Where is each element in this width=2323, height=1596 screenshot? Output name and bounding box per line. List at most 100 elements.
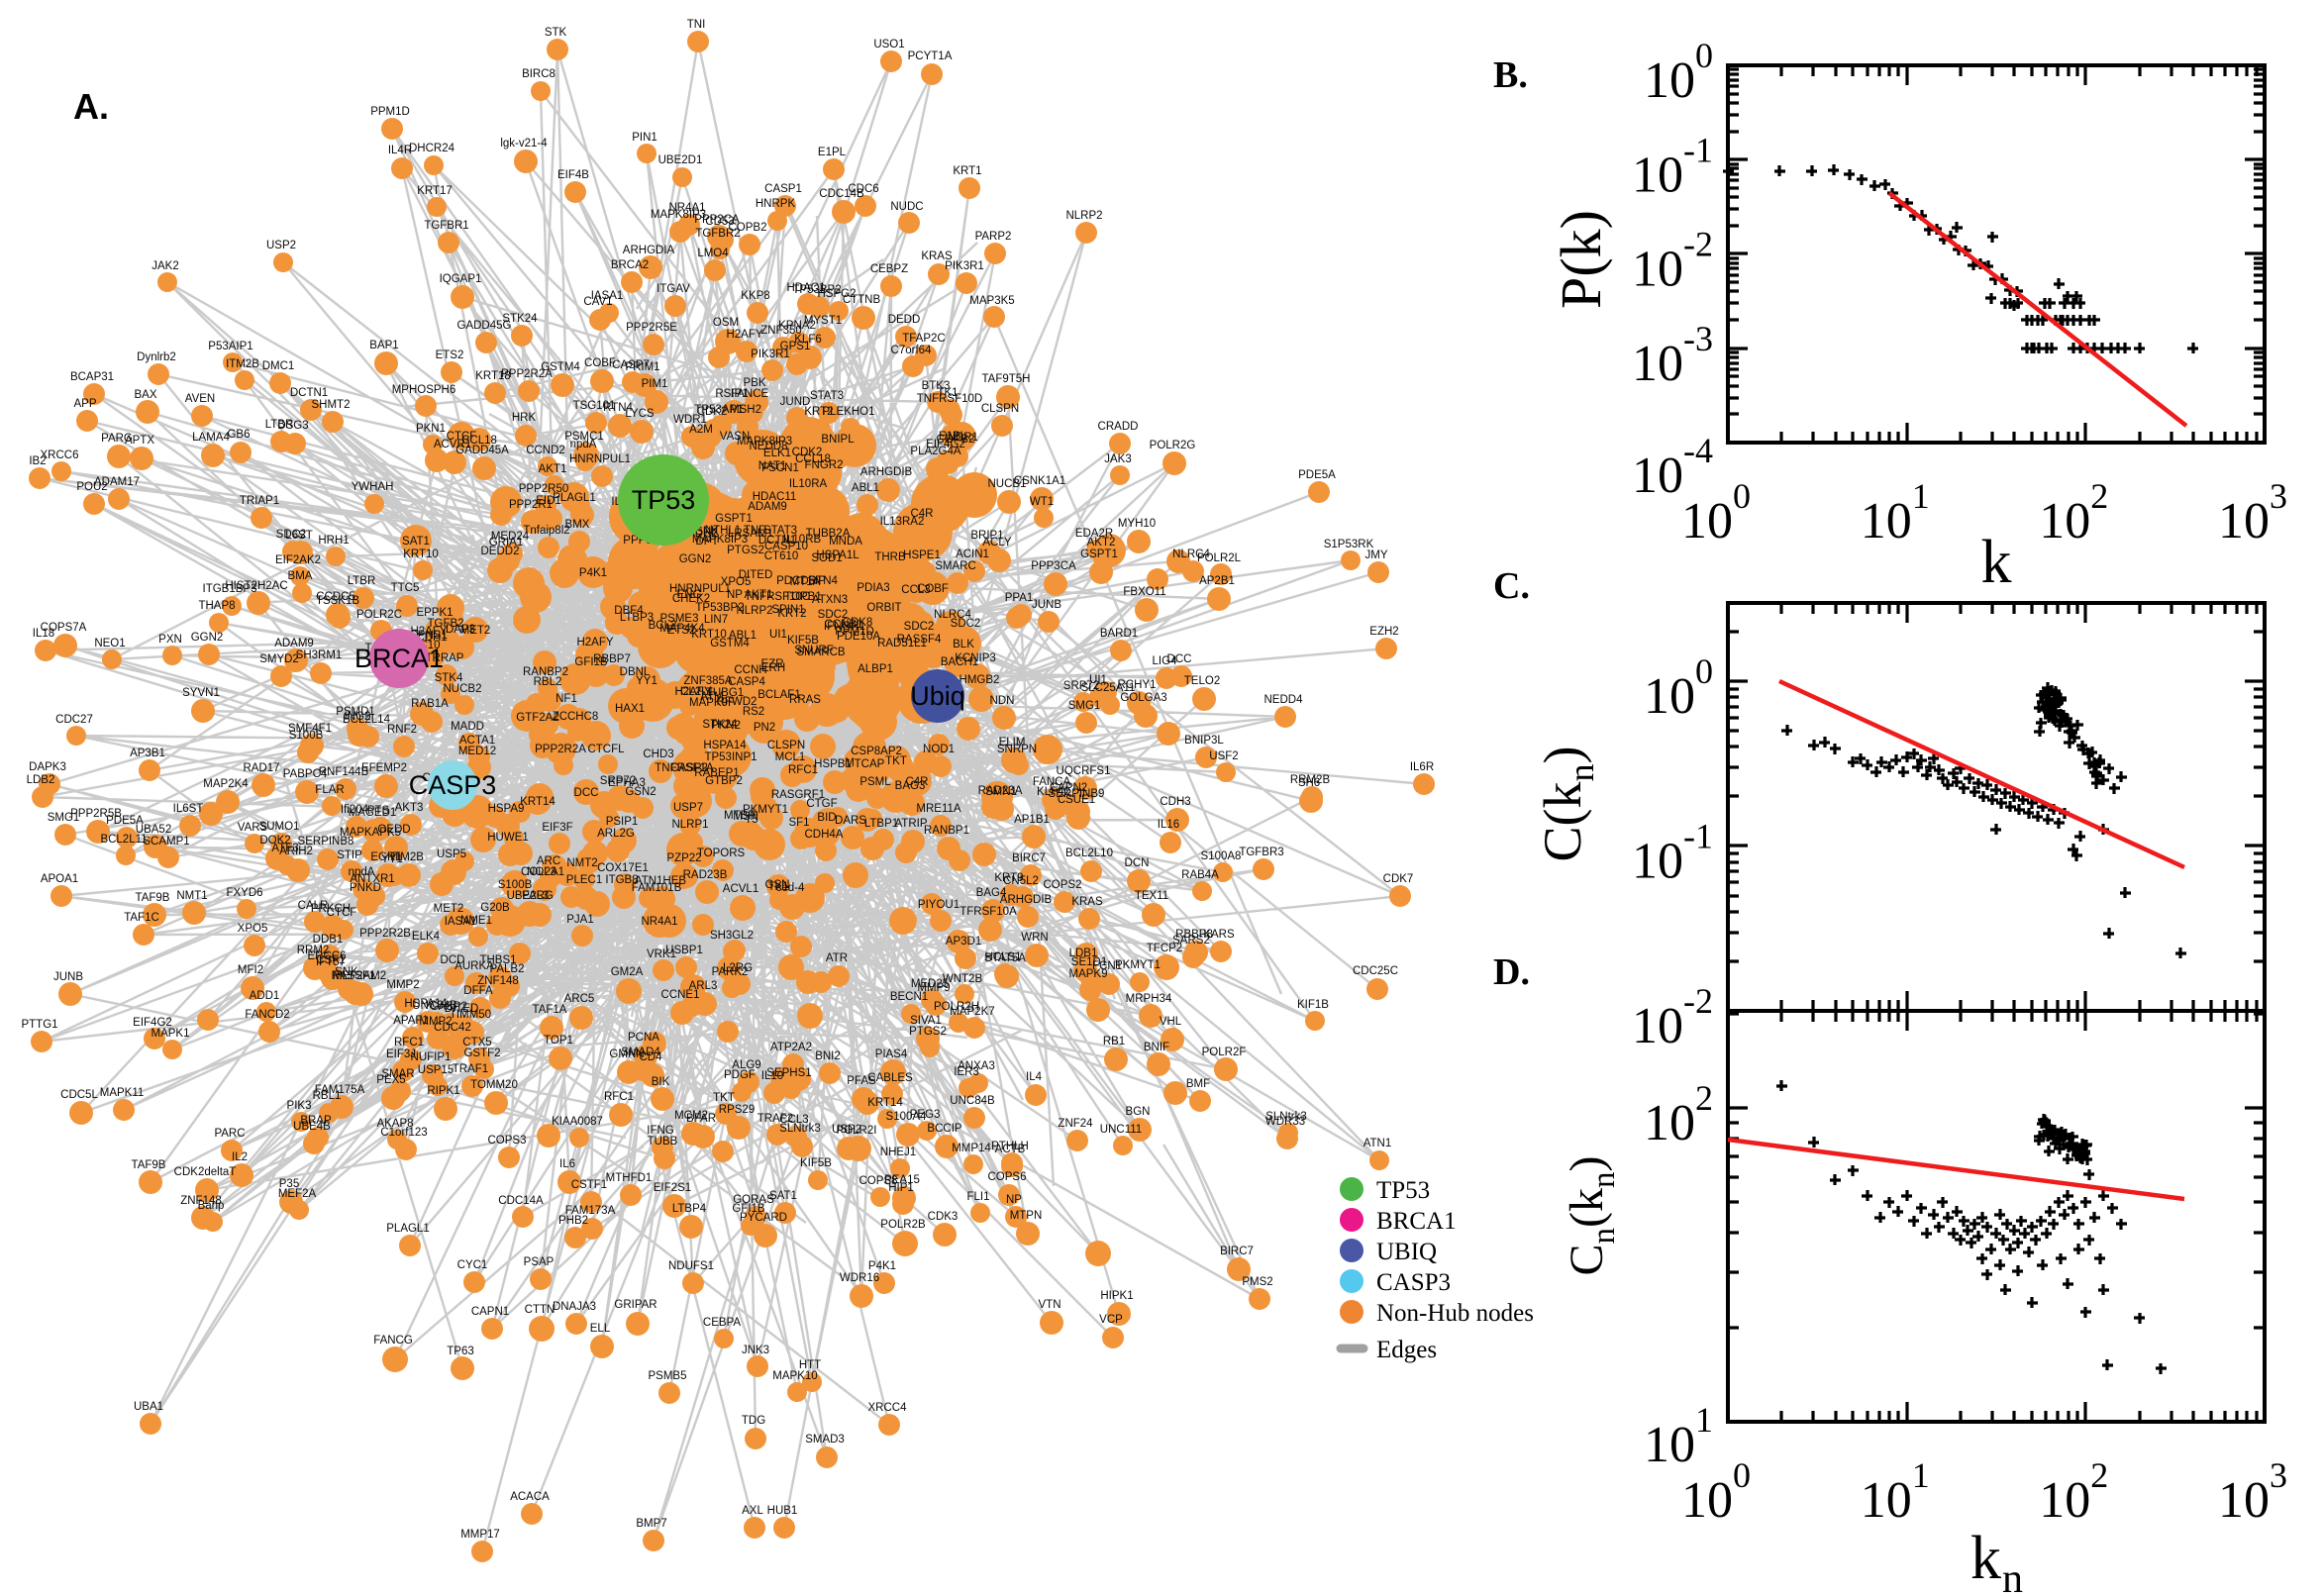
- svg-text:ARL3: ARL3: [689, 980, 718, 992]
- svg-text:SDC2: SDC2: [276, 529, 307, 541]
- svg-text:RFC1: RFC1: [788, 764, 818, 776]
- svg-text:NEDD8: NEDD8: [750, 441, 788, 452]
- svg-text:POLR2C: POLR2C: [356, 609, 402, 621]
- svg-text:E1PL: E1PL: [939, 431, 967, 443]
- svg-text:PPP2R2A: PPP2R2A: [501, 368, 553, 380]
- svg-text:KIF5B: KIF5B: [787, 635, 819, 647]
- svg-text:COBF: COBF: [917, 583, 949, 595]
- svg-text:DCTN1: DCTN1: [758, 535, 796, 547]
- svg-text:XPO5: XPO5: [238, 923, 268, 935]
- svg-text:PPP2R2B: PPP2R2B: [359, 928, 411, 940]
- svg-text:RANBP1: RANBP1: [924, 825, 969, 837]
- svg-text:CDC27: CDC27: [55, 714, 93, 726]
- svg-text:COPS6: COPS6: [988, 1171, 1027, 1183]
- svg-text:SOD1: SOD1: [811, 552, 842, 564]
- svg-text:TRAF1: TRAF1: [453, 1063, 488, 1075]
- svg-text:PLEKHO1: PLEKHO1: [822, 406, 874, 418]
- svg-text:PZP22: PZP22: [666, 852, 701, 864]
- svg-text:HAX1: HAX1: [615, 703, 645, 715]
- svg-text:PPM1D: PPM1D: [835, 626, 874, 638]
- svg-text:AKAP8: AKAP8: [376, 1118, 413, 1130]
- svg-text:CAPN1: CAPN1: [471, 1306, 509, 1318]
- svg-text:SMAD3: SMAD3: [805, 1434, 845, 1446]
- svg-text:MET2: MET2: [434, 903, 464, 915]
- svg-text:PSML: PSML: [859, 776, 891, 788]
- svg-text:ADAM9: ADAM9: [748, 501, 787, 513]
- svg-text:RIPK1: RIPK1: [427, 1085, 459, 1097]
- svg-text:FANCD2: FANCD2: [245, 1009, 289, 1021]
- svg-text:DDB1: DDB1: [313, 934, 344, 946]
- svg-text:ATR: ATR: [826, 952, 848, 964]
- svg-text:KIAA0087: KIAA0087: [552, 1116, 603, 1128]
- svg-text:RRM2B: RRM2B: [1290, 774, 1331, 786]
- svg-text:STK4: STK4: [435, 672, 463, 684]
- svg-text:FAM175A: FAM175A: [315, 1084, 365, 1096]
- svg-text:ARIH2: ARIH2: [279, 846, 313, 857]
- svg-text:Ifi204: Ifi204: [341, 804, 369, 816]
- svg-text:SNK: SNK: [335, 966, 358, 978]
- svg-text:C7orf64: C7orf64: [891, 345, 933, 356]
- svg-text:T5: T5: [745, 814, 758, 826]
- svg-text:PNKD: PNKD: [350, 882, 381, 894]
- svg-text:EZH2: EZH2: [1369, 626, 1398, 638]
- svg-text:TAF9T5H: TAF9T5H: [982, 373, 1031, 385]
- svg-text:P53AIP1: P53AIP1: [208, 341, 252, 352]
- svg-text:A2M: A2M: [689, 424, 713, 436]
- svg-text:HDAC1: HDAC1: [787, 282, 826, 294]
- svg-text:SAT1: SAT1: [402, 536, 430, 548]
- svg-text:MAP2K7: MAP2K7: [950, 1006, 994, 1018]
- svg-text:ELL: ELL: [590, 1323, 611, 1335]
- svg-text:EPPK1: EPPK1: [416, 607, 453, 619]
- svg-text:STAT3: STAT3: [810, 390, 844, 402]
- svg-text:CASP2: CASP2: [430, 1001, 467, 1013]
- svg-text:KCNIP3: KCNIP3: [955, 652, 996, 664]
- svg-text:MEF2AM2: MEF2AM2: [333, 970, 386, 982]
- svg-text:BCL2: BCL2: [649, 620, 677, 632]
- svg-text:HSPA14: HSPA14: [703, 740, 747, 751]
- svg-text:RPS29: RPS29: [719, 1104, 755, 1116]
- svg-text:KPNA2: KPNA2: [778, 320, 816, 332]
- svg-text:D.: D.: [1493, 951, 1530, 993]
- svg-text:CSUE1: CSUE1: [1058, 794, 1095, 806]
- svg-text:CASP3: CASP3: [1376, 1269, 1451, 1296]
- svg-text:M: M: [845, 757, 855, 769]
- svg-text:GSTM4: GSTM4: [710, 638, 750, 649]
- svg-text:WDR1: WDR1: [945, 432, 978, 444]
- svg-text:PPM1D: PPM1D: [370, 106, 410, 118]
- svg-text:CASP2: CASP2: [670, 762, 708, 774]
- svg-text:NEDD4: NEDD4: [1264, 694, 1304, 706]
- svg-text:CASP4: CASP4: [728, 676, 765, 688]
- svg-text:PIK3R1: PIK3R1: [751, 349, 790, 360]
- svg-text:JUNB: JUNB: [53, 971, 83, 983]
- svg-text:PIYOU1: PIYOU1: [918, 899, 960, 911]
- svg-text:JMY: JMY: [1365, 549, 1388, 561]
- svg-text:WNT2B: WNT2B: [943, 973, 983, 985]
- svg-text:TK1: TK1: [767, 881, 788, 893]
- svg-text:KIF5B: KIF5B: [800, 1157, 832, 1169]
- svg-text:CTGF: CTGF: [806, 798, 837, 810]
- svg-text:TFCP2: TFCP2: [1147, 943, 1182, 954]
- svg-text:NP: NP: [1006, 1194, 1022, 1206]
- svg-text:ARHGDIB: ARHGDIB: [860, 466, 913, 478]
- svg-text:XRCC4: XRCC4: [868, 1402, 908, 1414]
- svg-text:ETS2: ETS2: [436, 349, 464, 361]
- svg-text:BIRC8: BIRC8: [522, 68, 556, 80]
- svg-text:ARC: ARC: [537, 855, 560, 867]
- svg-text:ARHGDIA: ARHGDIA: [623, 245, 675, 256]
- svg-text:NLRC4: NLRC4: [934, 609, 971, 621]
- svg-text:PALB2: PALB2: [490, 963, 525, 975]
- svg-text:BAX: BAX: [134, 389, 156, 401]
- svg-text:EZR: EZR: [761, 658, 784, 670]
- svg-text:PMS2: PMS2: [1242, 1276, 1272, 1288]
- svg-text:ZNF350: ZNF350: [760, 325, 802, 337]
- svg-text:TAF1A: TAF1A: [533, 1004, 567, 1016]
- svg-text:GORAS: GORAS: [733, 1194, 774, 1206]
- svg-text:COPS7A: COPS7A: [41, 622, 87, 634]
- svg-text:TTC5: TTC5: [391, 582, 420, 594]
- svg-text:C.: C.: [1493, 565, 1530, 607]
- svg-text:PPP2R5B: PPP2R5B: [70, 808, 122, 820]
- svg-text:SE1D1: SE1D1: [1071, 956, 1107, 968]
- svg-text:DITED: DITED: [739, 569, 773, 581]
- svg-text:ADAM9: ADAM9: [274, 638, 314, 649]
- svg-text:BCL2L14: BCL2L14: [343, 714, 391, 726]
